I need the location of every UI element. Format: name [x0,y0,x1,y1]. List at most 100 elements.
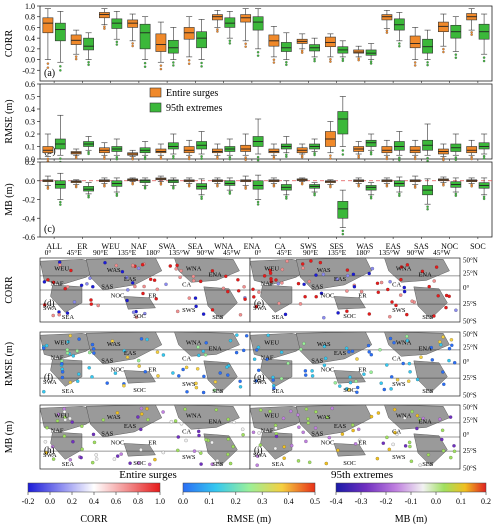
box-er-95th [83,32,94,67]
box-all-95th [54,172,66,206]
station-point [101,418,106,422]
station-point [171,371,175,375]
colorbar-tick-label: 0.0 [178,497,188,506]
outlier-point [313,59,316,63]
region-label-soc: SOC [343,313,356,320]
station-point [347,350,351,354]
station-point [345,289,349,293]
outlier-point [143,157,147,161]
region-label-naf: NAF [51,427,64,434]
station-point [304,439,308,444]
landmass [174,404,240,430]
station-point [133,284,137,289]
panel-label: (c) [44,224,55,235]
x-tick-label: WEU [102,242,120,251]
station-point [195,367,200,371]
station-point [210,308,215,312]
station-point [114,263,119,268]
station-point [75,379,80,383]
outlier-point [216,157,219,160]
x-tick-label: ENA [244,242,261,251]
outlier-point [272,157,276,160]
region-label-ca: CA [182,428,191,435]
station-point [403,416,407,420]
box-eas-entire [381,139,393,161]
outlier-point [87,152,90,156]
box-wna-95th [224,11,236,45]
station-point [192,449,197,453]
x-tick-label: ER [77,242,88,251]
station-point [65,351,70,355]
station-point [452,444,456,448]
station-point [42,280,47,284]
station-point [136,358,141,363]
station-point [302,282,306,286]
outlier-point [341,229,345,233]
box-was-entire [353,45,365,62]
station-point [137,364,141,368]
box-sas-95th [422,29,433,67]
box-ena-95th [252,118,264,162]
station-point [153,457,157,462]
station-point [92,440,97,445]
outlier-point [413,186,417,189]
station-point [419,355,423,359]
outlier-point [285,197,288,200]
station-point [141,291,145,296]
station-point [301,430,305,434]
landmass [123,370,156,384]
outlier-point [285,63,288,67]
station-point [449,338,454,342]
box-iqr [83,186,94,192]
region-label-ses: SES [212,314,224,321]
station-point [257,431,261,435]
outlier-point [482,59,486,63]
station-point [362,372,366,376]
region-label-sws: SWS [182,454,196,461]
outlier-point [131,44,134,48]
station-point [302,341,306,346]
station-point [45,426,49,430]
region-label-weu: WEU [264,266,279,273]
station-point [420,269,425,273]
colorbar-rmse-bar [182,482,316,493]
station-point [139,337,144,341]
station-point [154,297,158,301]
station-point [440,428,445,432]
box-weu-entire [99,8,110,30]
region-label-weu: WEU [54,413,69,420]
station-point [408,444,412,449]
x-tick-label: EAS [386,242,401,251]
box-iqr [183,27,195,40]
colorbar-tick-label: 0.2 [231,497,241,506]
outlier-point [454,194,458,197]
station-point [196,345,200,349]
box-all-entire [42,133,54,163]
outlier-point [470,157,473,161]
box-noc-entire [438,143,449,162]
box-sws-95th [309,37,320,63]
outlier-point [300,182,304,186]
y-tick-label: -0.2 [22,196,35,205]
outlier-point [115,43,119,46]
box-wna-95th [224,138,236,161]
region-label-ca: CA [392,428,401,435]
station-point [282,445,286,449]
box-ena-entire [240,175,252,190]
station-point [442,382,446,386]
legend-swatch-entire [149,87,162,98]
outlier-point [256,51,260,54]
box-iqr [466,146,478,154]
outlier-point [426,63,429,67]
station-point [43,440,48,444]
outlier-point [244,45,247,48]
station-point [63,287,67,291]
station-point [240,427,245,431]
x-tick-label: SEA [188,242,203,251]
station-point [42,346,46,350]
station-point [280,281,284,285]
outlier-point [357,156,360,159]
box-iqr [99,12,110,19]
station-point [110,339,115,343]
box-noc-95th [450,133,462,162]
